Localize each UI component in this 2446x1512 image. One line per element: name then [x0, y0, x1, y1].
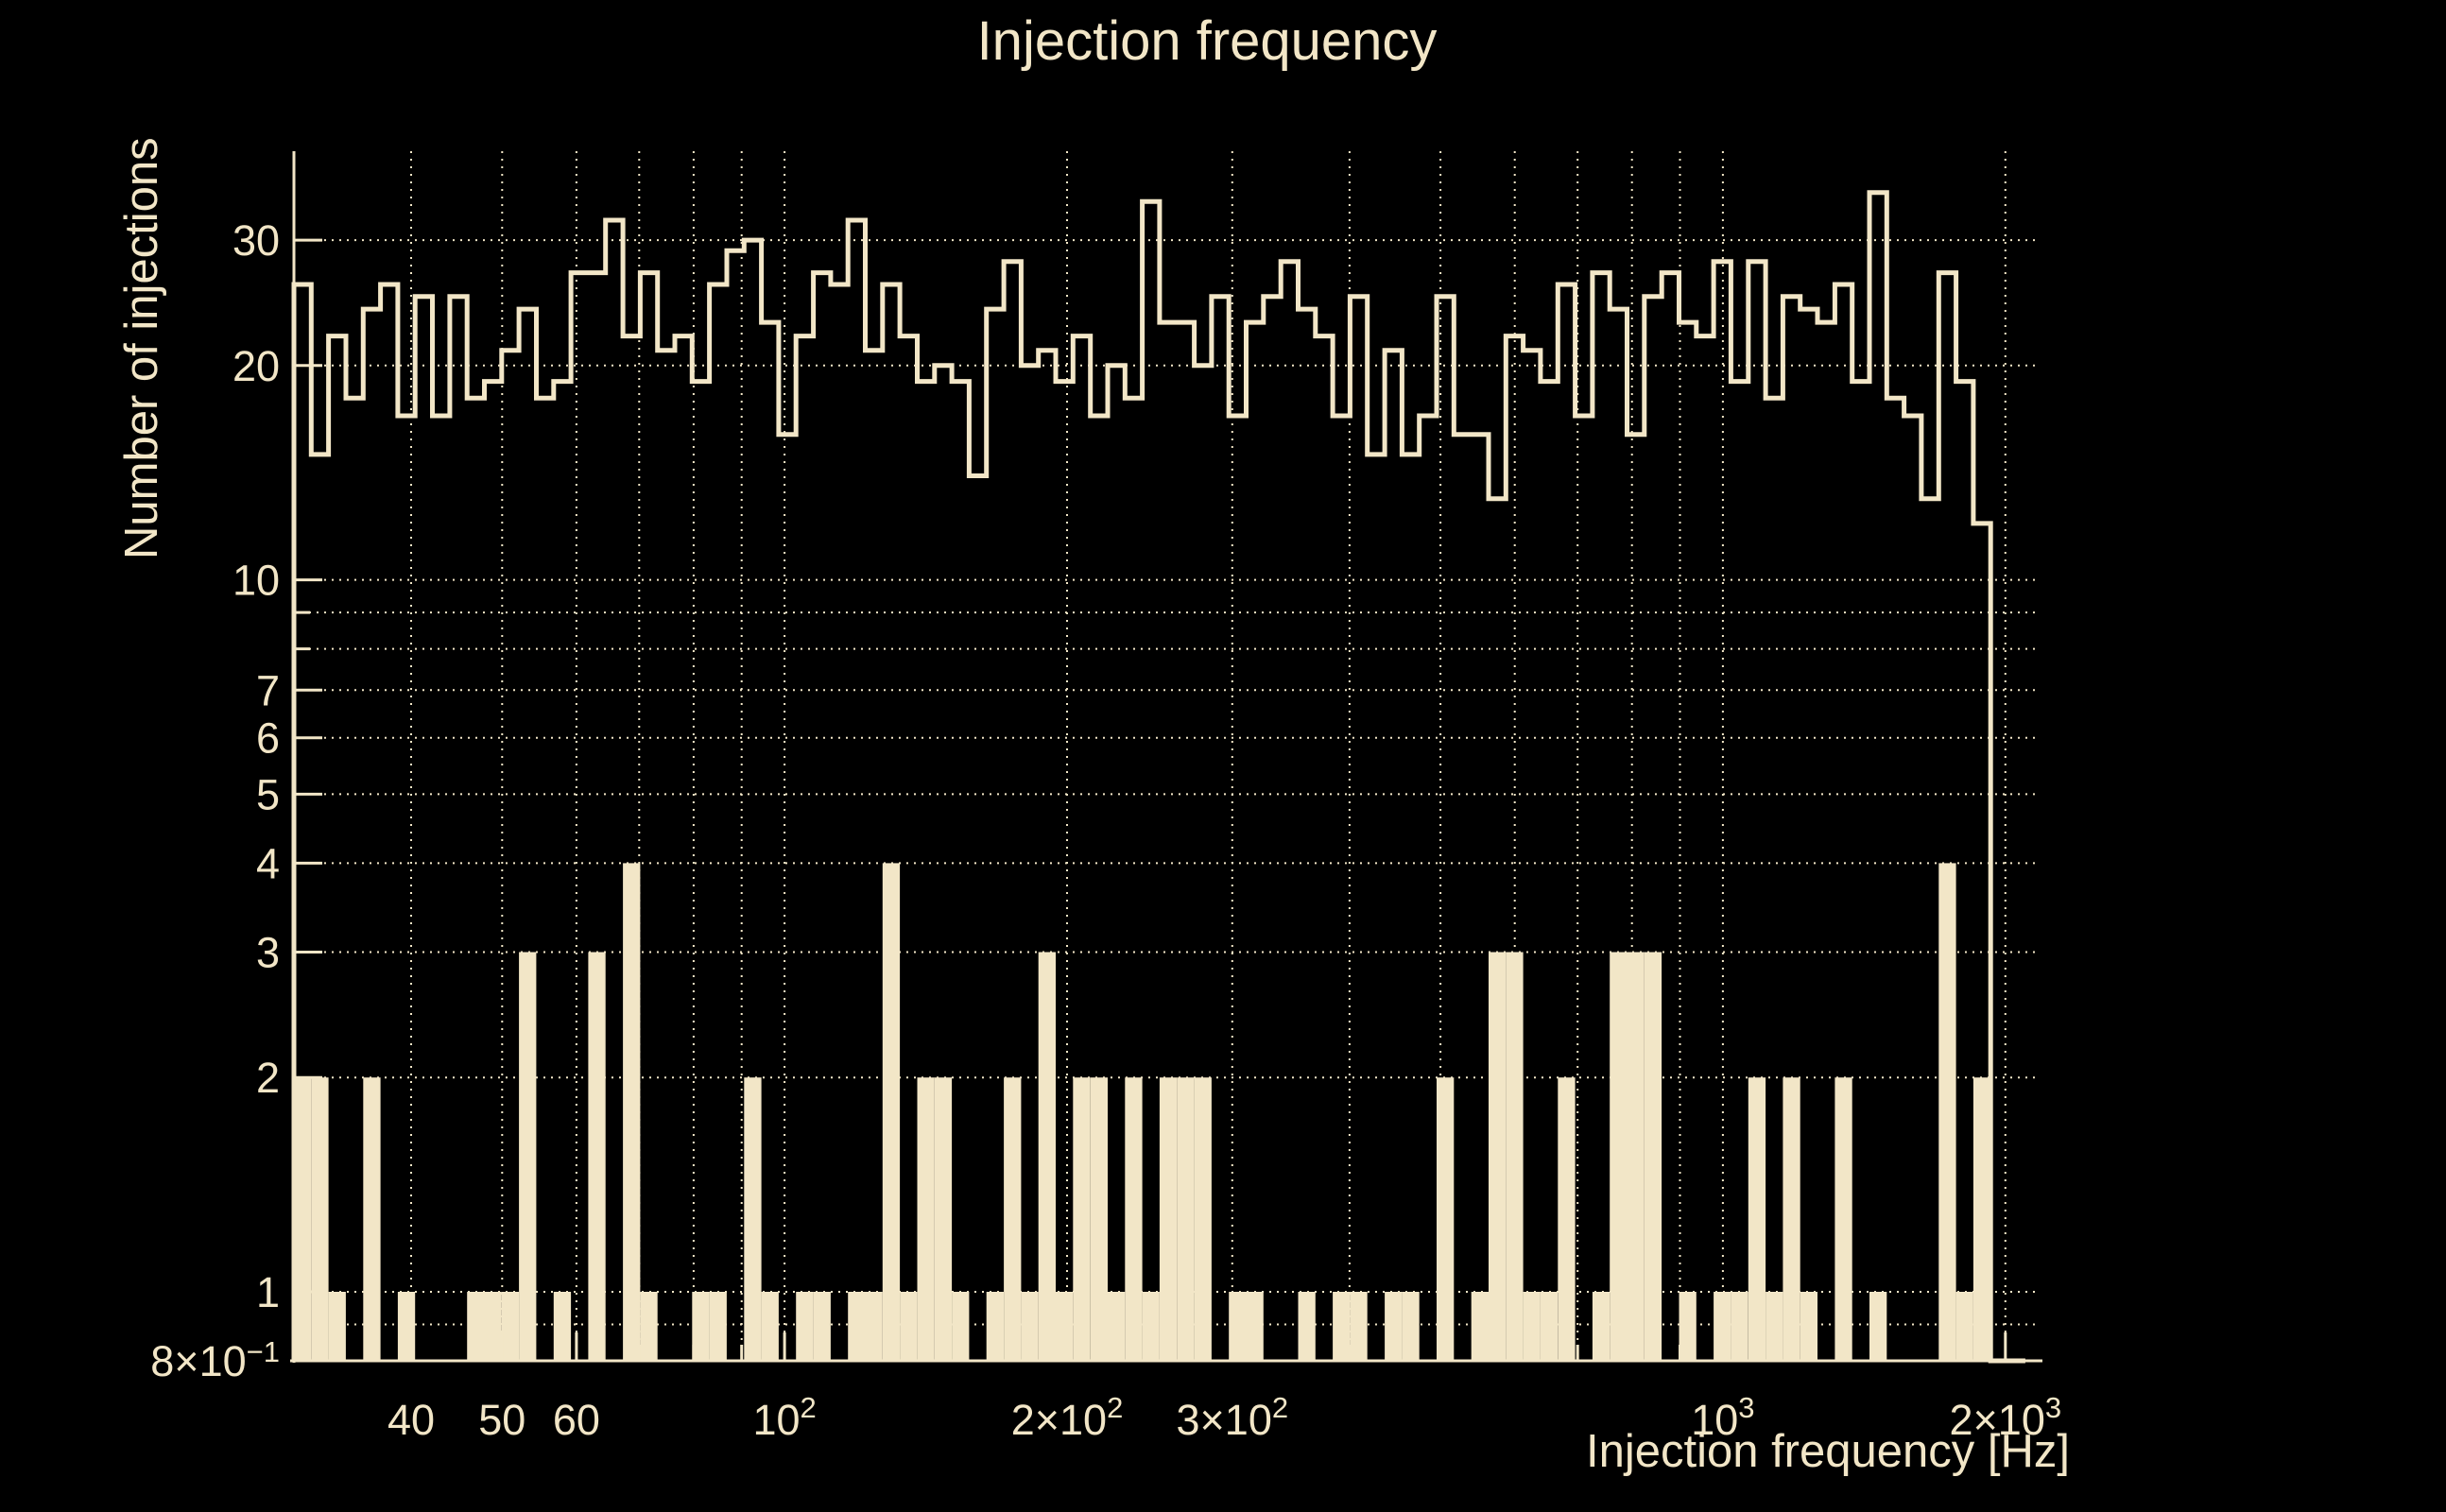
filled-bar	[588, 952, 606, 1361]
filled-bar	[519, 952, 537, 1361]
filled-bar	[328, 1292, 346, 1361]
y-tick-label: 5	[256, 770, 280, 818]
filled-bar	[1540, 1292, 1559, 1361]
x-tick-label: 2×102	[1011, 1391, 1124, 1444]
filled-bar	[796, 1292, 814, 1361]
filled-bar	[1679, 1292, 1697, 1361]
filled-bar	[1783, 1077, 1800, 1361]
axes	[290, 151, 2042, 1363]
filled-bar	[1038, 952, 1056, 1361]
filled-bar	[1748, 1077, 1766, 1361]
filled-bar	[311, 1077, 329, 1361]
y-axis-title: Number of injections	[116, 137, 167, 559]
filled-bar	[1523, 1292, 1541, 1361]
filled-bar	[1834, 1077, 1852, 1361]
filled-bar	[1714, 1292, 1731, 1361]
y-tick-label: 20	[233, 342, 280, 390]
filled-bar	[467, 1292, 485, 1361]
filled-bar	[294, 1077, 312, 1361]
x-tick-label: 3×102	[1176, 1391, 1288, 1444]
x-tick-labels: 40 50 60 102 2×102 3×102 103 2×103	[388, 1391, 2061, 1444]
filled-bar	[1246, 1292, 1264, 1361]
filled-bar	[1159, 1077, 1178, 1361]
filled-bar	[1627, 952, 1645, 1361]
y-tick-label: 30	[233, 216, 280, 265]
filled-bar	[1021, 1292, 1039, 1361]
x-axis-title: Injection frequency [Hz]	[1585, 1426, 2070, 1477]
filled-bar	[1385, 1292, 1403, 1361]
filled-bar	[640, 1292, 658, 1361]
filled-bar	[1506, 952, 1524, 1361]
filled-bar	[813, 1292, 831, 1361]
filled-bar	[1298, 1292, 1316, 1361]
filled-bar	[709, 1292, 727, 1361]
filled-bar	[623, 863, 641, 1361]
filled-bar	[986, 1292, 1004, 1361]
y-tick-label: 7	[256, 666, 280, 714]
x-tick-label: 103	[1691, 1391, 1754, 1444]
filled-bar	[1800, 1292, 1817, 1361]
filled-bar	[1610, 952, 1628, 1361]
filled-bar	[1073, 1077, 1091, 1361]
filled-bar	[1125, 1077, 1143, 1361]
filled-bar	[1592, 1292, 1611, 1361]
filled-bar	[1402, 1292, 1420, 1361]
y-tick-label: 6	[256, 714, 280, 763]
y-tick-label: 2	[256, 1054, 280, 1102]
filled-bar	[744, 1077, 762, 1361]
filled-bar	[1090, 1077, 1108, 1361]
filled-bar	[363, 1077, 381, 1361]
filled-bar	[1766, 1292, 1783, 1361]
x-tick-label: 2×103	[1949, 1391, 2061, 1444]
filled-bar	[1972, 1077, 1991, 1361]
chart-title: Injection frequency	[976, 10, 1438, 72]
outline-histogram	[291, 190, 2025, 1364]
filled-bar	[1004, 1077, 1022, 1361]
outline-series-path	[291, 190, 2025, 1364]
gridlines	[294, 151, 2035, 1361]
y-tick-label: 4	[256, 839, 280, 887]
filled-bar	[1471, 1292, 1489, 1361]
y-tick-label: 8×10−1	[150, 1335, 280, 1385]
filled-bar	[1938, 863, 1956, 1361]
filled-bar	[1955, 1292, 1973, 1361]
x-tick-label: 50	[478, 1396, 525, 1444]
filled-bar	[1489, 952, 1507, 1361]
filled-bar	[1558, 1077, 1576, 1361]
filled-bar	[484, 1292, 502, 1361]
filled-bar	[1644, 952, 1662, 1361]
filled-bar	[761, 1292, 779, 1361]
y-tick-label: 1	[256, 1268, 280, 1316]
filled-bar	[848, 1292, 866, 1361]
y-tick-label: 10	[233, 557, 280, 605]
filled-bar	[553, 1292, 572, 1361]
filled-bar	[952, 1292, 970, 1361]
filled-bar	[934, 1077, 953, 1361]
x-tick-label: 60	[553, 1396, 600, 1444]
filled-bar	[1194, 1077, 1212, 1361]
filled-histogram	[294, 863, 1991, 1361]
y-tick-label: 3	[256, 929, 280, 977]
filled-bar	[1437, 1077, 1455, 1361]
filled-bar	[900, 1292, 918, 1361]
filled-bar	[1056, 1292, 1074, 1361]
filled-bar	[865, 1292, 883, 1361]
filled-bar	[882, 863, 901, 1361]
filled-bar	[1731, 1292, 1748, 1361]
filled-bar	[501, 1292, 520, 1361]
filled-bar	[692, 1292, 710, 1361]
x-tick-label: 40	[388, 1396, 435, 1444]
filled-bar	[1108, 1292, 1126, 1361]
filled-bar	[1142, 1292, 1160, 1361]
y-tick-labels: 30 20 10 76 5 4 3 2 1 8×10−1	[150, 216, 280, 1385]
filled-bar	[1333, 1292, 1351, 1361]
x-tick-label: 102	[752, 1391, 816, 1444]
filled-bar	[1177, 1077, 1195, 1361]
filled-bar	[917, 1077, 935, 1361]
filled-bar	[1350, 1292, 1368, 1361]
filled-bar	[1869, 1292, 1887, 1361]
